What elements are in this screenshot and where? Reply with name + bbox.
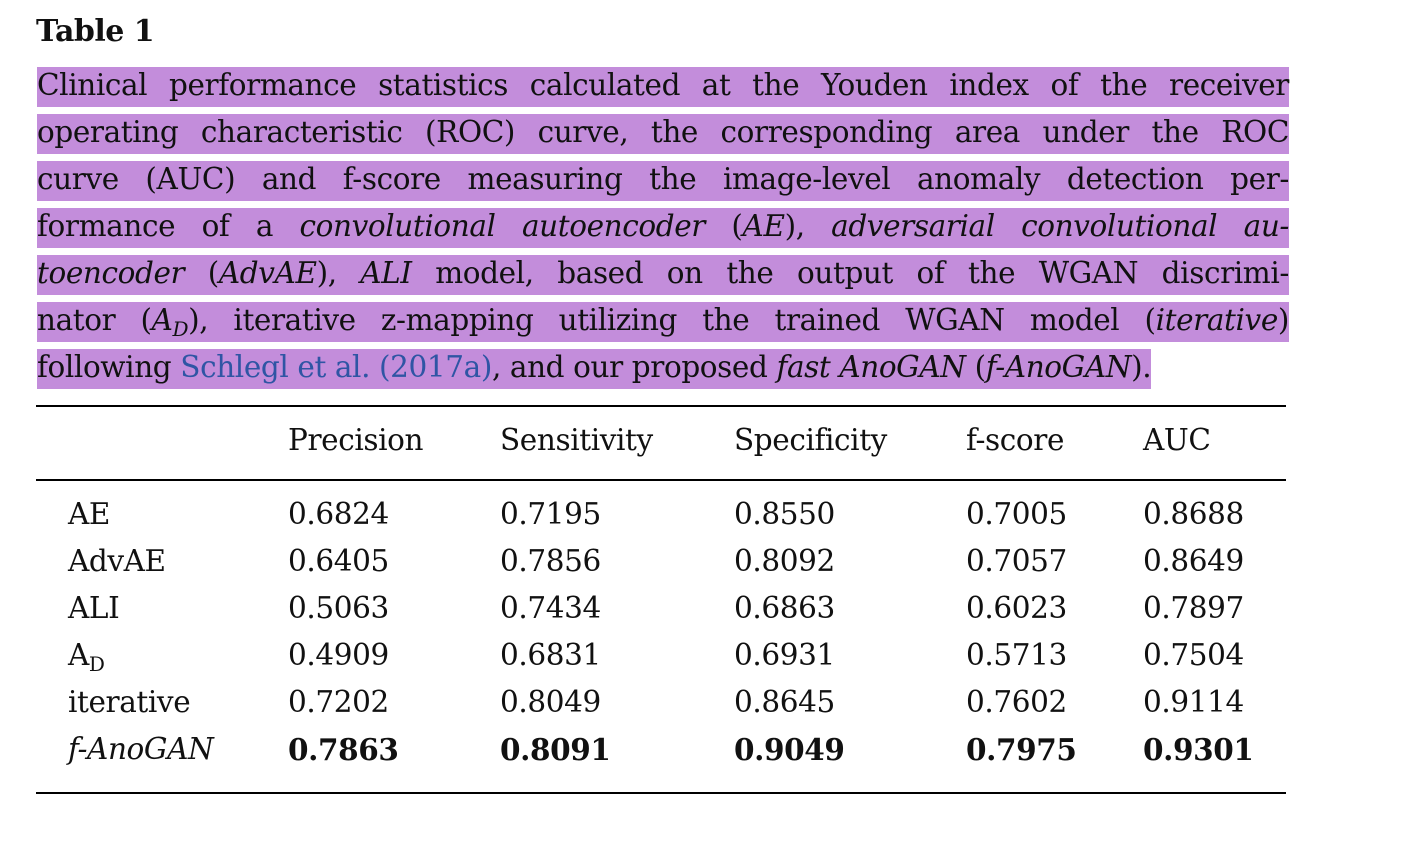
cell-specificity: 0.6863 (734, 591, 835, 625)
caption-text: curve (AUC) and f-score measuring the im… (37, 161, 1289, 201)
column-header-sensitivity: Sensitivity (500, 423, 653, 457)
cell-sensitivity: 0.6831 (500, 638, 601, 672)
cell-f-score: 0.7602 (966, 685, 1067, 719)
cell-precision: 0.6405 (288, 544, 389, 578)
cell-precision: 0.5063 (288, 591, 389, 625)
cell-f-score: 0.7005 (966, 497, 1067, 531)
cell-auc: 0.8688 (1143, 497, 1244, 531)
caption-text: ), iterative z-mapping utilizing the tra… (188, 303, 1156, 337)
cell-auc: 0.7504 (1143, 638, 1244, 672)
cell-specificity: 0.9049 (734, 732, 845, 767)
caption-line-7: following Schlegl et al. (2017a), and ou… (33, 344, 1293, 391)
cell-specificity: 0.8550 (734, 497, 835, 531)
caption-text: following (37, 350, 181, 384)
row-label: AdvAE (68, 544, 166, 578)
row-label: iterative (68, 685, 191, 719)
cell-auc: 0.9114 (1143, 685, 1244, 719)
citation-link[interactable]: Schlegl et al. (2017a) (180, 350, 492, 384)
table-header-rule (36, 479, 1286, 481)
caption-line-2: operating characteristic (ROC) curve, th… (33, 109, 1293, 156)
row-label: AD (68, 638, 105, 676)
caption-line-6: nator (AD), iterative z-mapping utilizin… (33, 297, 1293, 344)
caption-text: ) (1277, 303, 1290, 337)
column-header-f-score: f-score (966, 423, 1065, 457)
cell-auc: 0.9301 (1143, 732, 1254, 767)
column-header-precision: Precision (288, 423, 424, 457)
caption-term: AE (742, 209, 785, 243)
cell-specificity: 0.8645 (734, 685, 835, 719)
caption-term: A (151, 303, 173, 337)
table-label: Table 1 (36, 14, 155, 49)
caption-text: nator ( (37, 303, 152, 337)
cell-sensitivity: 0.7195 (500, 497, 601, 531)
caption-text: ), (316, 256, 361, 290)
caption-text: model, based on the output of the WGAN d… (411, 256, 1289, 290)
caption-term: ALI (360, 256, 412, 290)
table-caption: Clinical performance statistics calculat… (33, 62, 1293, 391)
caption-text: ( (184, 256, 220, 290)
caption-text: operating characteristic (ROC) curve, th… (37, 114, 1289, 154)
table-bottom-rule (36, 792, 1286, 794)
caption-term: AdvAE (218, 256, 317, 290)
caption-text: Clinical performance statistics calculat… (37, 67, 1289, 107)
cell-specificity: 0.6931 (734, 638, 835, 672)
cell-sensitivity: 0.7434 (500, 591, 601, 625)
cell-f-score: 0.7057 (966, 544, 1067, 578)
row-label: AE (68, 497, 111, 531)
row-label: f-AnoGAN (68, 732, 214, 766)
caption-text: ( (704, 209, 743, 243)
caption-term: iterative (1155, 303, 1279, 337)
caption-line-3: curve (AUC) and f-score measuring the im… (33, 156, 1293, 203)
row-label-subscript: D (88, 652, 105, 676)
cell-auc: 0.7897 (1143, 591, 1244, 625)
cell-sensitivity: 0.7856 (500, 544, 601, 578)
cell-precision: 0.4909 (288, 638, 389, 672)
caption-term: fast AnoGAN (776, 350, 966, 384)
row-label: ALI (68, 591, 120, 625)
cell-f-score: 0.5713 (966, 638, 1067, 672)
cell-sensitivity: 0.8049 (500, 685, 601, 719)
caption-text: ), (784, 209, 832, 243)
row-label-main: A (68, 638, 89, 672)
column-header-auc: AUC (1143, 423, 1211, 457)
cell-f-score: 0.7975 (966, 732, 1077, 767)
caption-term: convolutional autoencoder (299, 209, 706, 243)
cell-sensitivity: 0.8091 (500, 732, 611, 767)
caption-text: ). (1131, 350, 1152, 384)
cell-auc: 0.8649 (1143, 544, 1244, 578)
cell-precision: 0.7202 (288, 685, 389, 719)
caption-line-1: Clinical performance statistics calculat… (33, 62, 1293, 109)
cell-precision: 0.6824 (288, 497, 389, 531)
caption-term: toencoder (37, 256, 185, 290)
caption-text: ( (965, 350, 987, 384)
cell-f-score: 0.6023 (966, 591, 1067, 625)
cell-precision: 0.7863 (288, 732, 399, 767)
table-top-rule (36, 405, 1286, 407)
column-header-specificity: Specificity (734, 423, 887, 457)
cell-specificity: 0.8092 (734, 544, 835, 578)
caption-line-4: formance of a convolutional autoencoder … (33, 203, 1293, 250)
caption-term: f-AnoGAN (985, 350, 1132, 384)
caption-text: formance of a (37, 209, 300, 243)
caption-text: , and our proposed (491, 350, 777, 384)
caption-line-5: toencoder (AdvAE), ALI model, based on t… (33, 250, 1293, 297)
caption-subscript: D (172, 317, 189, 341)
caption-term: adversarial convolutional au- (831, 209, 1289, 243)
